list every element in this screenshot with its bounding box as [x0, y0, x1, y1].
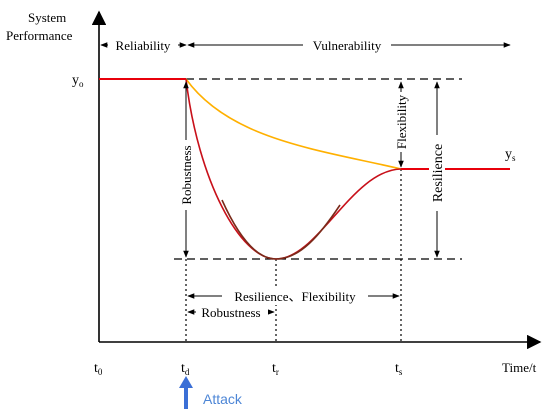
- robustness-horizontal-bg: [196, 303, 268, 321]
- vulnerability-label-bg: [303, 36, 391, 54]
- x-axis-title: Time/t: [502, 360, 537, 375]
- attack-arrow-icon: [179, 376, 193, 409]
- resilience-flexibility-bg: [222, 287, 368, 305]
- resilience-vertical-label: Resilience: [431, 144, 446, 202]
- tr-label: tr: [272, 361, 279, 377]
- flexibility-vertical-label: Flexibility: [394, 94, 409, 149]
- td-label: td: [181, 361, 190, 377]
- vulnerability-label: Vulnerability: [313, 38, 382, 53]
- degradation-curve: [185, 78, 402, 170]
- reliability-label-bg: [108, 36, 178, 54]
- attack-label: Attack: [203, 391, 243, 407]
- t0-label: t0: [94, 361, 103, 377]
- resilience-flexibility-label: Resilience、Flexibility: [234, 289, 356, 304]
- ys-label: ys: [505, 147, 516, 163]
- ts-label: ts: [395, 361, 403, 377]
- robustness-vertical-bg: [178, 140, 194, 210]
- robustness-vertical-label: Robustness: [179, 145, 194, 204]
- performance-drop-curve-dark: [221, 199, 341, 260]
- robustness-horizontal-label: Robustness: [201, 305, 260, 320]
- y0-label: yo: [72, 73, 84, 89]
- y-axis-title-line2: Performance: [6, 28, 73, 43]
- performance-drop-curve: [185, 78, 402, 260]
- resilience-vertical-bg: [429, 135, 445, 211]
- y-axis-title-line1: System: [28, 10, 66, 25]
- reliability-label: Reliability: [116, 38, 171, 53]
- flexibility-vertical-bg: [393, 92, 409, 152]
